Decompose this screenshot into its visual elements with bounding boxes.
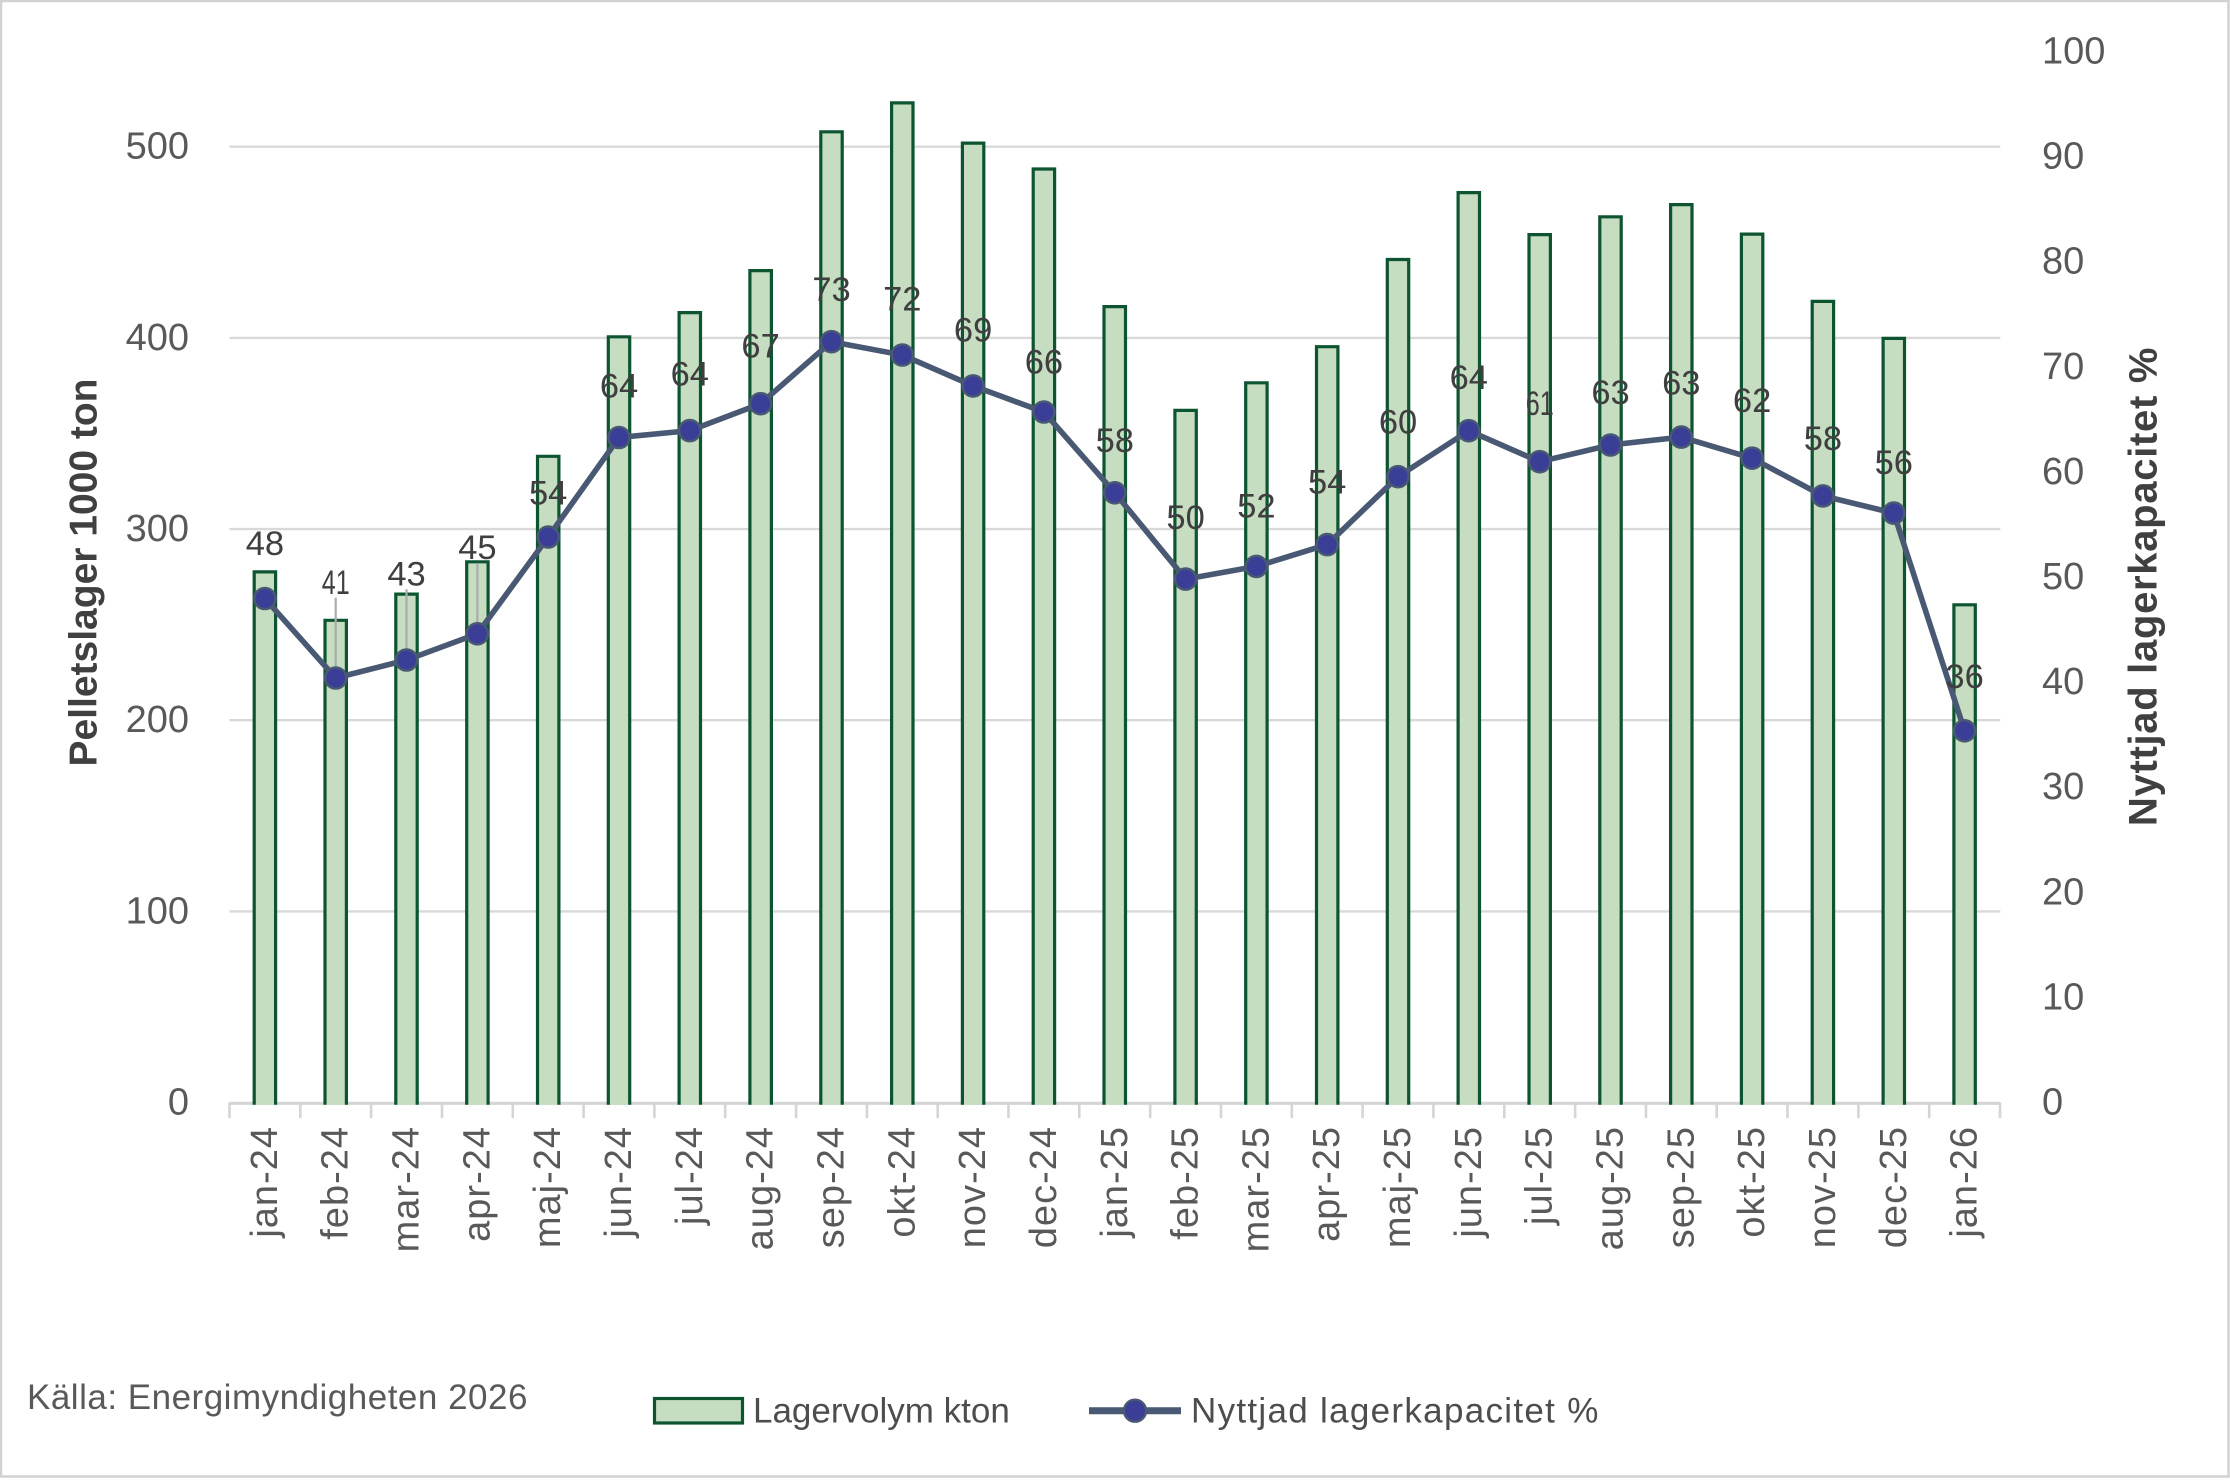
svg-text:56: 56 xyxy=(1875,444,1913,482)
svg-text:sep-25: sep-25 xyxy=(1660,1126,1702,1248)
svg-text:80: 80 xyxy=(2042,241,2084,283)
svg-text:mar-24: mar-24 xyxy=(386,1126,428,1252)
svg-text:apr-25: apr-25 xyxy=(1306,1126,1348,1242)
svg-text:maj-25: maj-25 xyxy=(1377,1126,1419,1248)
svg-text:400: 400 xyxy=(126,317,189,359)
svg-text:60: 60 xyxy=(2042,451,2084,493)
svg-text:41: 41 xyxy=(322,564,350,602)
svg-text:jan-26: jan-26 xyxy=(1944,1126,1986,1239)
svg-text:64: 64 xyxy=(1450,359,1488,397)
svg-text:30: 30 xyxy=(2042,766,2084,808)
svg-text:jan-24: jan-24 xyxy=(244,1126,286,1239)
svg-text:feb-24: feb-24 xyxy=(315,1126,357,1240)
svg-text:50: 50 xyxy=(1166,499,1204,537)
svg-text:67: 67 xyxy=(741,328,779,366)
svg-text:10: 10 xyxy=(2042,977,2084,1019)
svg-text:mar-25: mar-25 xyxy=(1235,1126,1277,1252)
svg-text:45: 45 xyxy=(458,529,496,567)
svg-text:20: 20 xyxy=(2042,871,2084,913)
svg-text:54: 54 xyxy=(1308,463,1346,501)
svg-text:jul-24: jul-24 xyxy=(669,1126,711,1226)
svg-text:63: 63 xyxy=(1662,365,1700,403)
svg-text:62: 62 xyxy=(1733,382,1771,420)
svg-text:72: 72 xyxy=(883,281,921,319)
svg-text:jun-25: jun-25 xyxy=(1448,1126,1490,1239)
svg-text:maj-24: maj-24 xyxy=(527,1126,569,1248)
svg-text:52: 52 xyxy=(1237,488,1275,526)
svg-text:dec-24: dec-24 xyxy=(1023,1126,1065,1248)
svg-text:48: 48 xyxy=(246,525,284,563)
svg-text:0: 0 xyxy=(2042,1082,2063,1124)
svg-text:Pelletslager 1000 ton: Pelletslager 1000 ton xyxy=(63,378,106,766)
svg-text:aug-24: aug-24 xyxy=(740,1126,782,1250)
svg-text:Källa: Energimyndigheten 2026: Källa: Energimyndigheten 2026 xyxy=(27,1378,528,1417)
svg-text:Lagervolym kton: Lagervolym kton xyxy=(753,1392,1010,1431)
svg-text:0: 0 xyxy=(168,1082,189,1124)
svg-text:36: 36 xyxy=(1945,658,1983,696)
svg-text:Nyttjad lagerkapacitet %: Nyttjad lagerkapacitet % xyxy=(1191,1392,1600,1431)
svg-text:40: 40 xyxy=(2042,661,2084,703)
svg-text:63: 63 xyxy=(1591,374,1629,412)
svg-text:60: 60 xyxy=(1379,404,1417,442)
svg-text:apr-24: apr-24 xyxy=(456,1126,498,1242)
svg-text:69: 69 xyxy=(954,312,992,350)
svg-text:54: 54 xyxy=(529,475,567,513)
svg-text:nov-25: nov-25 xyxy=(1802,1126,1844,1248)
svg-text:jun-24: jun-24 xyxy=(598,1126,640,1239)
svg-text:Nyttjad lagerkapacitet %: Nyttjad lagerkapacitet % xyxy=(2122,347,2166,826)
svg-text:nov-24: nov-24 xyxy=(952,1126,994,1248)
svg-text:100: 100 xyxy=(126,890,189,932)
svg-text:jan-25: jan-25 xyxy=(1094,1126,1136,1239)
svg-text:200: 200 xyxy=(126,699,189,741)
svg-text:58: 58 xyxy=(1096,422,1134,460)
svg-text:50: 50 xyxy=(2042,556,2084,598)
svg-text:70: 70 xyxy=(2042,346,2084,388)
svg-text:64: 64 xyxy=(671,355,709,393)
svg-text:43: 43 xyxy=(387,555,425,593)
svg-text:jul-25: jul-25 xyxy=(1519,1126,1561,1226)
svg-text:okt-25: okt-25 xyxy=(1731,1126,1773,1238)
svg-text:feb-25: feb-25 xyxy=(1165,1126,1207,1240)
svg-text:90: 90 xyxy=(2042,136,2084,178)
svg-text:500: 500 xyxy=(126,126,189,168)
svg-text:58: 58 xyxy=(1804,420,1842,458)
svg-text:66: 66 xyxy=(1025,344,1063,382)
svg-text:300: 300 xyxy=(126,508,189,550)
svg-text:sep-24: sep-24 xyxy=(811,1126,853,1248)
svg-text:100: 100 xyxy=(2042,30,2105,72)
svg-text:73: 73 xyxy=(812,271,850,309)
svg-text:64: 64 xyxy=(600,368,638,406)
svg-text:61: 61 xyxy=(1526,385,1554,423)
svg-text:dec-25: dec-25 xyxy=(1873,1126,1915,1248)
svg-text:okt-24: okt-24 xyxy=(881,1126,923,1238)
svg-text:aug-25: aug-25 xyxy=(1590,1126,1632,1250)
